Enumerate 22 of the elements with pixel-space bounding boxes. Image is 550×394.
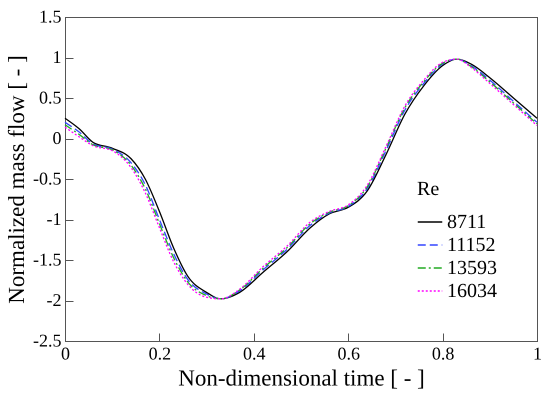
x-axis-title: Non-dimensional time [ - ] [178,366,425,390]
x-tick-label: 0.4 [243,344,266,364]
legend-title: Re [417,178,440,200]
y-tick-label: 1 [52,47,62,67]
legend-label: 16034 [447,280,497,302]
legend-label: 11152 [447,234,496,256]
legend-label: 8711 [447,211,486,233]
x-tick-label: 1 [533,344,542,364]
y-tick-label: 1.5 [39,6,62,26]
x-tick-label: 0.2 [148,344,172,364]
y-tick-label: -2 [46,290,62,310]
y-tick-label: -1.5 [33,250,62,270]
line-series [64,58,538,300]
y-tick-label: -0.5 [33,168,62,188]
x-tick-label: 0.8 [432,344,454,364]
y-tick-label: -1 [46,209,62,229]
y-tick-label: 0 [52,128,62,148]
x-tick-label: 0.6 [337,344,360,364]
y-tick-label: 0.5 [39,88,62,108]
legend-label: 13593 [447,257,497,279]
y-tick-label: -2.5 [33,330,62,350]
y-axis-title: Normalized mass flow [ - ] [4,55,30,304]
